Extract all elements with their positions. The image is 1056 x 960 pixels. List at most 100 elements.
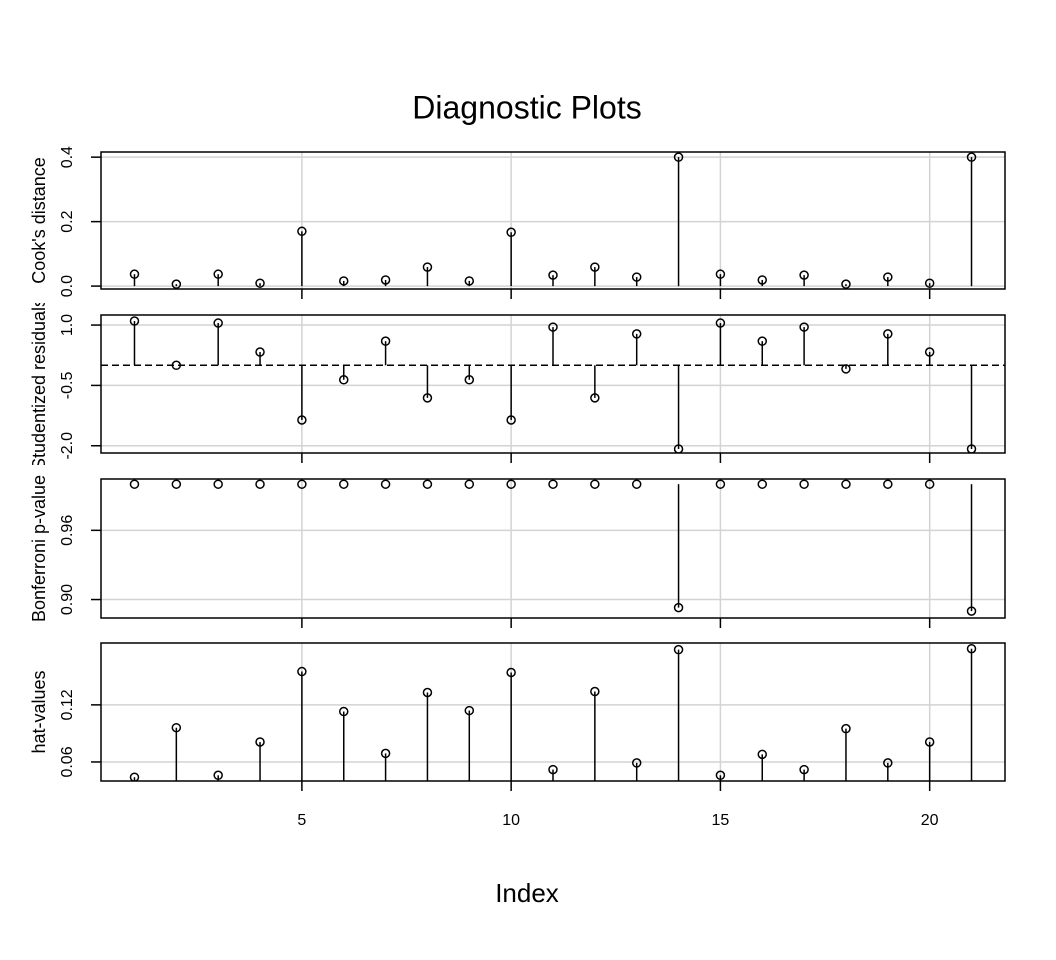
point [883,329,893,339]
y-tick-label: 0.4 [59,146,76,168]
point [129,479,140,489]
point [757,749,768,760]
point [338,706,349,717]
point [883,272,893,282]
panel [101,479,1005,618]
point [171,279,182,289]
y-label-group: Cook's distance [29,157,49,284]
point [841,279,851,289]
point [841,723,851,734]
point [255,278,265,288]
y-label-group: hat-values [29,670,49,753]
point [380,275,391,285]
x-tick-label: 20 [921,812,939,829]
point [297,479,307,489]
point [548,322,558,332]
point [715,269,726,279]
point [590,393,600,403]
x-axis-label: Index [495,878,559,908]
point [883,479,893,489]
point [506,667,516,678]
panel-frame [100,151,1006,290]
point [422,687,433,698]
point [422,479,433,489]
point [673,152,684,162]
point [673,644,684,655]
point [631,758,642,768]
point [883,758,893,768]
point [213,318,223,328]
y-tick-label: 0.06 [59,746,76,777]
y-label-group: Studentized residuals [29,303,49,465]
point [255,737,265,747]
point [757,336,768,346]
panel [101,643,1005,781]
point [129,772,140,781]
point [715,479,726,489]
point [255,347,265,357]
point [338,375,349,385]
panel [101,152,1005,289]
point [631,272,642,282]
point [924,278,935,288]
point [924,347,935,357]
point [255,479,265,489]
panel-frame [100,642,1006,782]
y-label-group: Bonferroni p-value [29,475,49,622]
point [464,705,475,716]
point [966,643,977,654]
panel-frame [100,314,1006,454]
point [213,770,223,781]
point [548,764,558,775]
point [171,360,182,371]
point [171,479,182,489]
chart-title: Diagnostic Plots [412,89,641,125]
point [464,276,475,286]
point [129,269,140,279]
x-tick-label: 15 [712,812,730,829]
point [673,602,684,613]
point [924,737,935,747]
point [297,226,307,237]
point [548,479,558,489]
point [506,479,516,489]
point [715,318,726,328]
y-axis-label: Bonferroni p-value [29,475,49,622]
point [422,262,433,272]
point [380,748,391,759]
point [757,275,768,285]
point [966,152,977,162]
point [799,270,809,280]
point [338,479,349,489]
point [841,479,851,489]
x-tick-label: 10 [502,812,520,829]
point [213,269,223,279]
point [548,270,558,280]
point [590,686,600,697]
point [464,375,475,385]
point [631,479,642,489]
point [213,479,223,489]
point [966,606,977,616]
point [799,764,809,775]
x-tick-label: 5 [297,812,306,829]
y-tick-label: 0.12 [59,689,76,720]
point [506,415,516,425]
point [380,336,391,346]
y-axis-label: hat-values [29,670,49,753]
y-axis-label: Cook's distance [29,157,49,284]
y-tick-label: 0.0 [59,275,76,297]
point [506,227,516,238]
point [338,276,349,286]
point [841,364,851,374]
y-tick-label: 1.0 [59,314,76,336]
point [422,393,433,403]
point [590,262,600,272]
point [590,479,600,489]
point [799,322,809,332]
point [297,415,307,425]
point [924,479,935,489]
point [380,479,391,489]
